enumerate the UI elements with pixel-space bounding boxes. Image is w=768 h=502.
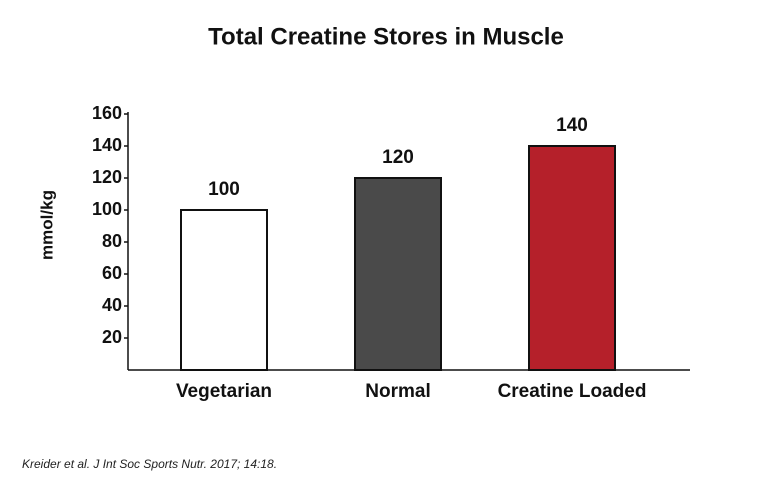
value-label: 120 [382, 147, 414, 168]
bar [528, 145, 616, 371]
source-note: Kreider et al. J Int Soc Sports Nutr. 20… [22, 457, 277, 471]
bar [180, 209, 268, 371]
y-axis-label: mmol/kg [37, 190, 56, 260]
x-tick-label: Vegetarian [176, 381, 272, 402]
value-label: 100 [208, 179, 240, 200]
y-tick-label: 60 [102, 263, 122, 283]
chart-title: Total Creatine Stores in Muscle [208, 23, 564, 50]
y-tick-label: 160 [92, 103, 122, 123]
x-tick-label: Normal [365, 381, 430, 402]
y-tick-label: 20 [102, 327, 122, 347]
y-tick-label: 140 [92, 135, 122, 155]
y-tick-label: 100 [92, 199, 122, 219]
y-tick-label: 80 [102, 231, 122, 251]
y-tick-label: 40 [102, 295, 122, 315]
y-tick-label: 120 [92, 167, 122, 187]
bar [354, 177, 442, 371]
x-tick-label: Creatine Loaded [498, 381, 647, 402]
value-label: 140 [556, 115, 588, 136]
